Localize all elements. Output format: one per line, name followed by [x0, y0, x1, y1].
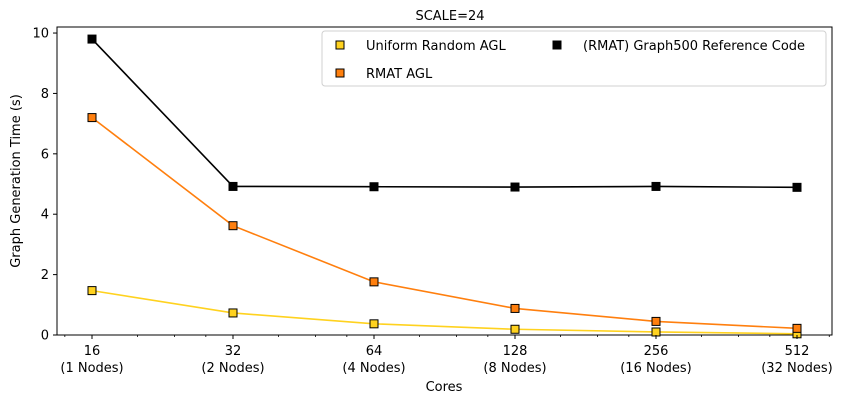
series-1	[87, 113, 802, 333]
x-tick-label: 16	[84, 344, 101, 359]
data-point	[792, 182, 802, 192]
series-line	[91, 289, 798, 335]
x-tick-sublabel: (4 Nodes)	[342, 361, 405, 376]
x-tick-sublabel: (32 Nodes)	[761, 361, 833, 376]
legend-marker	[552, 40, 562, 50]
legend-item: (RMAT) Graph500 Reference Code	[552, 39, 805, 54]
y-tick-label: 8	[41, 87, 49, 102]
x-tick-label: 128	[503, 344, 528, 359]
data-point	[87, 286, 97, 296]
data-point	[369, 277, 379, 287]
data-point	[369, 182, 379, 192]
data-point	[369, 319, 379, 329]
x-tick-label: 512	[785, 344, 810, 359]
y-tick-label: 4	[41, 208, 49, 223]
data-point	[651, 181, 661, 191]
series-2	[87, 34, 802, 192]
x-tick-sublabel: (2 Nodes)	[201, 361, 264, 376]
legend-marker	[335, 68, 345, 78]
data-point	[510, 303, 520, 313]
x-tick-label: 32	[225, 344, 242, 359]
y-tick-label: 0	[41, 329, 49, 344]
legend-item: RMAT AGL	[335, 67, 433, 82]
data-point	[87, 34, 97, 44]
legend-label: Uniform Random AGL	[366, 39, 507, 54]
y-axis-label: Graph Generation Time (s)	[9, 94, 24, 268]
data-point	[228, 308, 238, 318]
series-0	[87, 286, 802, 339]
data-point	[510, 182, 520, 192]
data-point	[228, 181, 238, 191]
legend-frame	[321, 30, 827, 87]
x-tick-label: 256	[644, 344, 669, 359]
legend-item: Uniform Random AGL	[335, 39, 507, 54]
legend-marker	[335, 40, 345, 50]
data-point	[651, 327, 661, 337]
data-point	[228, 221, 238, 231]
data-point	[651, 316, 661, 326]
data-point	[510, 324, 520, 334]
plot-frame	[56, 26, 833, 336]
series-line	[91, 38, 798, 189]
x-tick-label: 64	[366, 344, 383, 359]
series-line	[91, 116, 798, 330]
chart-title: SCALE=24	[415, 9, 484, 24]
y-tick-label: 10	[32, 27, 49, 42]
data-point	[87, 113, 97, 123]
y-tick-label: 2	[41, 268, 49, 283]
x-tick-sublabel: (1 Nodes)	[60, 361, 123, 376]
x-axis-label: Cores	[426, 380, 463, 395]
x-tick-sublabel: (16 Nodes)	[620, 361, 692, 376]
data-point	[792, 323, 802, 333]
legend-label: RMAT AGL	[366, 67, 433, 82]
legend-label: (RMAT) Graph500 Reference Code	[583, 39, 805, 54]
y-tick-label: 6	[41, 147, 49, 162]
x-tick-sublabel: (8 Nodes)	[483, 361, 546, 376]
legend: Uniform Random AGL RMAT AGL (RMAT) Graph50…	[321, 30, 827, 87]
